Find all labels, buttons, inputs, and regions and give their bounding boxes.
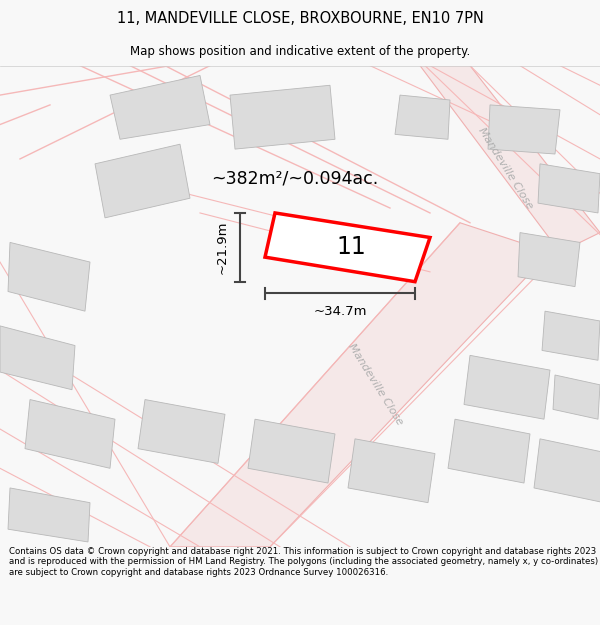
Polygon shape (538, 164, 600, 213)
Text: Contains OS data © Crown copyright and database right 2021. This information is : Contains OS data © Crown copyright and d… (9, 547, 598, 577)
Text: ~382m²/~0.094ac.: ~382m²/~0.094ac. (211, 169, 379, 187)
Polygon shape (0, 326, 75, 390)
Polygon shape (110, 76, 210, 139)
Polygon shape (25, 399, 115, 468)
Polygon shape (534, 439, 600, 503)
Polygon shape (265, 213, 430, 282)
Polygon shape (553, 375, 600, 419)
Polygon shape (518, 232, 580, 287)
Polygon shape (348, 439, 435, 503)
Text: ~21.9m: ~21.9m (215, 221, 229, 274)
Text: Mandeville Close: Mandeville Close (476, 126, 534, 211)
Polygon shape (138, 399, 225, 463)
Text: Map shows position and indicative extent of the property.: Map shows position and indicative extent… (130, 45, 470, 58)
Polygon shape (230, 85, 335, 149)
Polygon shape (420, 66, 600, 253)
Text: 11, MANDEVILLE CLOSE, BROXBOURNE, EN10 7PN: 11, MANDEVILLE CLOSE, BROXBOURNE, EN10 7… (116, 11, 484, 26)
Polygon shape (248, 419, 335, 483)
Polygon shape (95, 144, 190, 218)
Polygon shape (464, 356, 550, 419)
Polygon shape (488, 105, 560, 154)
Text: Mandeville Close: Mandeville Close (346, 342, 404, 428)
Text: 11: 11 (337, 236, 366, 259)
Polygon shape (395, 95, 450, 139)
Polygon shape (8, 242, 90, 311)
Polygon shape (448, 419, 530, 483)
Text: ~34.7m: ~34.7m (313, 304, 367, 318)
Polygon shape (8, 488, 90, 542)
Polygon shape (542, 311, 600, 360)
Polygon shape (170, 222, 550, 547)
